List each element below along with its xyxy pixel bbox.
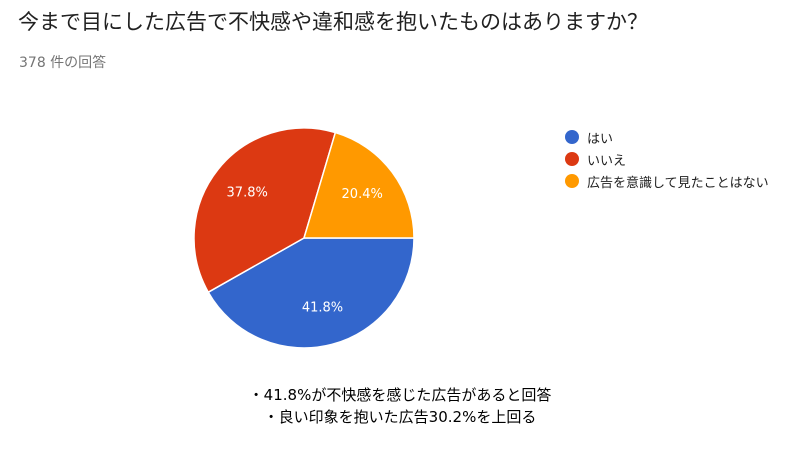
legend: はい いいえ 広告を意識して見たことはない (565, 126, 769, 192)
legend-item-yes[interactable]: はい (565, 126, 769, 148)
note-line-2: ・良い印象を抱いた広告30.2%を上回る (263, 408, 537, 426)
legend-swatch-yes (565, 130, 579, 144)
legend-label-yes: はい (587, 131, 614, 147)
pie-label-yes: 41.8% (302, 301, 343, 316)
pie-slice-never-noticed[interactable] (302, 131, 415, 239)
chart-title: 今まで目にした広告で不快感や違和感を抱いたものはありますか？ (18, 10, 648, 34)
pie-label-never-noticed: 20.4% (342, 187, 383, 202)
pie-slice-yes[interactable] (207, 237, 415, 349)
legend-item-no[interactable]: いいえ (565, 148, 769, 170)
legend-swatch-never-noticed (565, 174, 579, 188)
legend-label-no: いいえ (587, 153, 627, 169)
note-line-1: ・41.8%が不快感を感じた広告があると回答 (248, 386, 552, 404)
legend-item-never-noticed[interactable]: 広告を意識して見たことはない (565, 170, 769, 192)
response-count: 378 件の回答 (19, 55, 107, 71)
legend-swatch-no (565, 152, 579, 166)
legend-label-never-noticed: 広告を意識して見たことはない (587, 175, 769, 191)
pie-label-no: 37.8% (227, 185, 268, 200)
pie-slice-no[interactable] (193, 127, 337, 294)
